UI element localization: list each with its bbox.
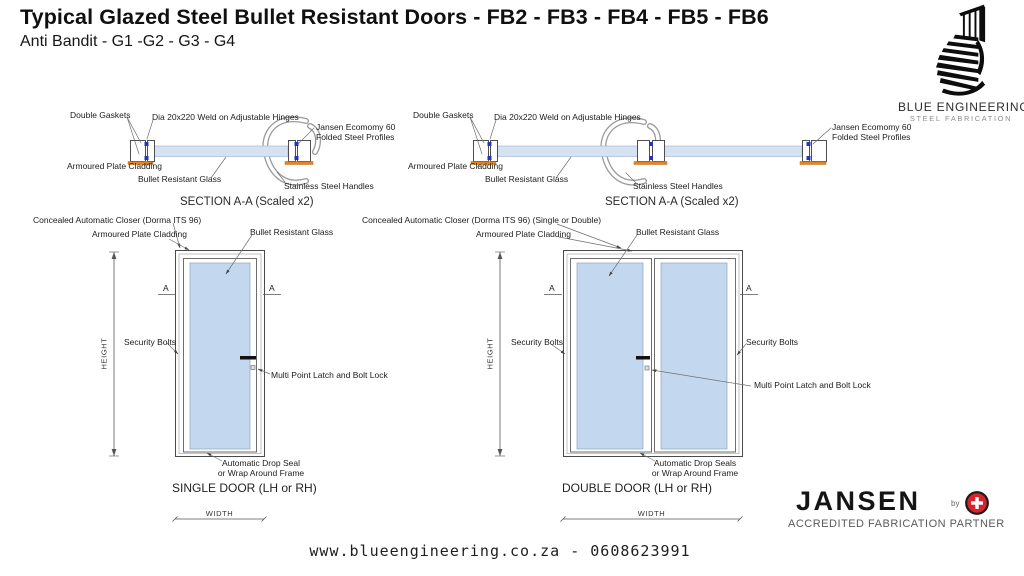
height-dimension-single: HEIGHT: [99, 337, 109, 370]
spiral-staircase-icon: [935, 4, 986, 96]
section-marker-a-double-left: A: [549, 283, 555, 293]
label-profiles-right-line2: Folded Steel Profiles: [832, 132, 911, 143]
label-security-bolts-double-right: Security Bolts: [746, 337, 798, 347]
label-drop-seal-single: Automatic Drop Seal or Wrap Around Frame: [216, 458, 306, 478]
label-cladding-right-section: Armoured Plate Cladding: [408, 161, 503, 171]
label-closer-single: Concealed Automatic Closer (Dorma ITS 96…: [33, 215, 202, 225]
label-handles-left-section: Stainless Steel Handles: [284, 181, 374, 191]
jansen-logo: JANSEN by ACCREDITED FABRICATION PARTNER: [788, 486, 1008, 538]
page-title: Typical Glazed Steel Bullet Resistant Do…: [20, 5, 769, 29]
label-latch-double: Multi Point Latch and Bolt Lock: [754, 380, 871, 390]
page-subtitle: Anti Bandit - G1 -G2 - G3 - G4: [20, 33, 236, 50]
double-door-caption: DOUBLE DOOR (LH or RH): [562, 481, 713, 495]
double-door-elevation-drawing: [495, 223, 758, 522]
label-latch-single: Multi Point Latch and Bolt Lock: [271, 370, 388, 380]
label-drop-seals-double-line2: or Wrap Around Frame: [651, 468, 739, 479]
height-dimension-double: HEIGHT: [485, 337, 495, 370]
section-marker-a-double-right: A: [746, 283, 752, 293]
single-door-caption: SINGLE DOOR (LH or RH): [172, 481, 317, 495]
label-security-bolts-double-left: Security Bolts: [511, 337, 563, 347]
jansen-wordmark: JANSEN: [796, 486, 921, 516]
section-single-drawing: [126, 116, 321, 186]
swiss-cross-icon: [965, 491, 989, 515]
contact-line: www.blueengineering.co.za - 0608623991: [309, 542, 691, 560]
jansen-tagline: ACCREDITED FABRICATION PARTNER: [788, 518, 1005, 530]
label-profiles-left: Jansen Ecomomy 60 Folded Steel Profiles: [316, 122, 395, 142]
label-handles-right-section: Stainless Steel Handles: [633, 181, 723, 191]
label-drop-seals-double: Automatic Drop Seals or Wrap Around Fram…: [648, 458, 742, 478]
label-drop-seal-single-line1: Automatic Drop Seal: [222, 458, 300, 468]
section-caption-left: SECTION A-A (Scaled x2): [180, 196, 314, 208]
section-double-drawing: [469, 116, 832, 186]
label-weld-hinges-right: Dia 20x220 Weld on Adjustable Hinges: [494, 112, 641, 122]
label-cladding-left-section: Armoured Plate Cladding: [67, 161, 162, 171]
section-marker-a-single-right: A: [269, 283, 275, 293]
label-weld-hinges-left: Dia 20x220 Weld on Adjustable Hinges: [152, 112, 299, 122]
label-glass-double: Bullet Resistant Glass: [636, 227, 720, 237]
section-marker-a-single-left: A: [163, 283, 169, 293]
label-glass-single: Bullet Resistant Glass: [250, 227, 334, 237]
label-cladding-single: Armoured Plate Cladding: [92, 229, 187, 239]
label-profiles-left-line2: Folded Steel Profiles: [316, 132, 395, 143]
label-cladding-double: Armoured Plate Cladding: [476, 229, 571, 239]
label-profiles-left-line1: Jansen Ecomomy 60: [316, 122, 396, 132]
label-closer-double: Concealed Automatic Closer (Dorma ITS 96…: [362, 215, 602, 225]
label-double-gaskets-left: Double Gaskets: [70, 110, 131, 120]
blue-engineering-name: BLUE ENGINEERING: [898, 100, 1024, 114]
label-glass-right-section: Bullet Resistant Glass: [485, 174, 569, 184]
label-security-bolts-single: Security Bolts: [124, 337, 176, 347]
label-drop-seals-double-line1: Automatic Drop Seals: [653, 458, 737, 468]
blue-engineering-tagline: STEEL FABRICATION: [909, 114, 1013, 123]
label-profiles-right-line1: Jansen Ecomomy 60: [832, 122, 912, 132]
section-caption-right: SECTION A-A (Scaled x2): [605, 196, 739, 208]
label-glass-left-section: Bullet Resistant Glass: [138, 174, 222, 184]
width-dimension-double: WIDTH: [637, 509, 666, 518]
label-profiles-right: Jansen Ecomomy 60 Folded Steel Profiles: [832, 122, 911, 142]
label-double-gaskets-right: Double Gaskets: [413, 110, 474, 120]
width-dimension-single: WIDTH: [205, 509, 234, 518]
jansen-by-text: by: [951, 499, 960, 508]
label-drop-seal-single-line2: or Wrap Around Frame: [217, 468, 305, 479]
blue-engineering-logo: BLUE ENGINEERING STEEL FABRICATION: [898, 2, 1024, 124]
single-door-elevation-drawing: [109, 222, 281, 522]
